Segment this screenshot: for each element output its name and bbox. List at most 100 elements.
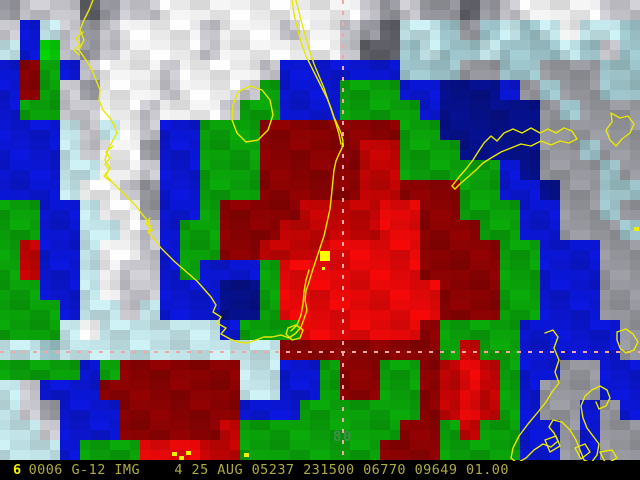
sat-cell: [120, 280, 130, 290]
sat-cell: [30, 390, 40, 400]
sat-cell: [370, 110, 380, 120]
sat-cell: [300, 70, 310, 80]
sat-cell: [240, 100, 250, 110]
sat-cell: [360, 240, 370, 250]
marker-layer: [172, 227, 639, 460]
sat-cell: [470, 350, 480, 360]
sat-cell: [570, 210, 580, 220]
sat-cell: [240, 170, 250, 180]
sat-cell: [200, 250, 210, 260]
sat-cell: [390, 60, 400, 70]
sat-cell: [220, 190, 230, 200]
sat-cell: [360, 140, 370, 150]
sat-cell: [480, 20, 490, 30]
sat-cell: [280, 230, 290, 240]
sat-cell: [250, 440, 260, 450]
sat-cell: [30, 170, 40, 180]
sat-cell: [0, 370, 10, 380]
sat-cell: [400, 280, 410, 290]
sat-cell: [70, 360, 80, 370]
sat-cell: [450, 0, 460, 10]
sat-cell: [370, 390, 380, 400]
sat-cell: [60, 60, 70, 70]
sat-cell: [420, 390, 430, 400]
sat-cell: [210, 410, 220, 420]
sat-cell: [350, 0, 360, 10]
sat-cell: [130, 280, 140, 290]
sat-cell: [330, 220, 340, 230]
sat-cell: [80, 20, 90, 30]
sat-cell: [610, 10, 620, 20]
sat-cell: [10, 380, 20, 390]
sat-cell: [530, 270, 540, 280]
sat-cell: [280, 330, 290, 340]
sat-cell: [20, 140, 30, 150]
sat-cell: [90, 310, 100, 320]
sat-cell: [110, 340, 120, 350]
station-marker[interactable]: [320, 251, 330, 261]
sat-cell: [300, 140, 310, 150]
sat-cell: [500, 200, 510, 210]
sat-cell: [430, 120, 440, 130]
sat-cell: [130, 50, 140, 60]
sat-cell: [250, 340, 260, 350]
sat-cell: [590, 430, 600, 440]
sat-cell: [50, 420, 60, 430]
sat-cell: [400, 180, 410, 190]
sat-cell: [540, 150, 550, 160]
sat-cell: [110, 0, 120, 10]
sat-cell: [80, 260, 90, 270]
sat-cell: [10, 210, 20, 220]
sat-cell: [200, 0, 210, 10]
sat-cell: [490, 450, 500, 460]
sat-cell: [80, 310, 90, 320]
sat-cell: [20, 240, 30, 250]
sat-cell: [190, 380, 200, 390]
sat-cell: [110, 290, 120, 300]
sat-cell: [380, 70, 390, 80]
sat-cell: [190, 370, 200, 380]
sat-cell: [560, 220, 570, 230]
sat-cell: [40, 410, 50, 420]
sat-cell: [90, 110, 100, 120]
sat-cell: [420, 110, 430, 120]
sat-cell: [400, 120, 410, 130]
sat-cell: [420, 130, 430, 140]
sat-cell: [310, 160, 320, 170]
sat-cell: [300, 320, 310, 330]
sat-cell: [530, 10, 540, 20]
sat-cell: [10, 400, 20, 410]
sat-cell: [400, 300, 410, 310]
sat-cell: [400, 380, 410, 390]
sat-cell: [330, 350, 340, 360]
sat-cell: [230, 360, 240, 370]
sat-cell: [580, 410, 590, 420]
sat-cell: [140, 450, 150, 460]
sat-cell: [110, 420, 120, 430]
sat-cell: [20, 40, 30, 50]
sat-cell: [600, 390, 610, 400]
sat-cell: [560, 240, 570, 250]
sat-cell: [180, 210, 190, 220]
sat-cell: [530, 400, 540, 410]
sat-cell: [450, 310, 460, 320]
sat-cell: [30, 40, 40, 50]
sat-cell: [10, 10, 20, 20]
sat-cell: [30, 420, 40, 430]
sat-cell: [40, 260, 50, 270]
sat-cell: [610, 260, 620, 270]
sat-cell: [590, 130, 600, 140]
sat-cell: [460, 10, 470, 20]
sat-cell: [580, 260, 590, 270]
sat-cell: [370, 100, 380, 110]
sat-cell: [470, 380, 480, 390]
sat-cell: [530, 130, 540, 140]
sat-cell: [90, 240, 100, 250]
sat-cell: [50, 260, 60, 270]
sat-cell: [360, 80, 370, 90]
sat-cell: [40, 330, 50, 340]
sat-cell: [60, 410, 70, 420]
sat-cell: [150, 160, 160, 170]
sat-cell: [310, 350, 320, 360]
